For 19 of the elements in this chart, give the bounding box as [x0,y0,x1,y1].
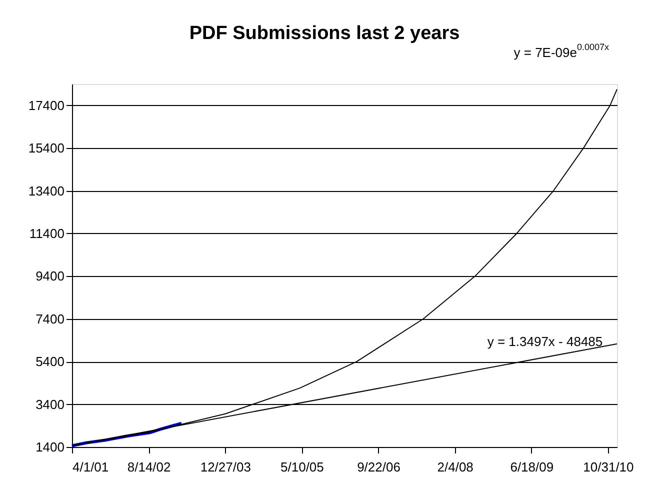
y-tick-label: 3400 [36,396,64,412]
x-tick-label: 10/31/10 [583,460,634,474]
y-tick-label: 11400 [29,226,64,241]
y-tick-label: 5400 [36,354,64,370]
y-tick-label: 7400 [36,311,64,326]
y-tick-label: 13400 [28,183,64,198]
x-tick-label: 5/10/05 [280,460,324,474]
x-tick-label: 9/22/06 [357,460,400,474]
y-tick-label: 1400 [36,440,64,454]
x-tick-label: 6/18/09 [510,460,554,474]
x-tick-label: 2/4/08 [437,460,474,474]
chart-title: PDF Submissions last 2 years [189,23,460,44]
y-tick-label: 9400 [36,268,64,284]
x-tick-label: 4/1/01 [72,460,109,474]
x-tick-label: 12/27/03 [200,460,251,474]
y-tick-label: 15400 [28,140,64,156]
y-tick-label: 17400 [28,98,64,113]
x-tick-label: 8/14/02 [127,460,171,474]
annotation: y = 1.3497x - 48485 [487,334,603,349]
